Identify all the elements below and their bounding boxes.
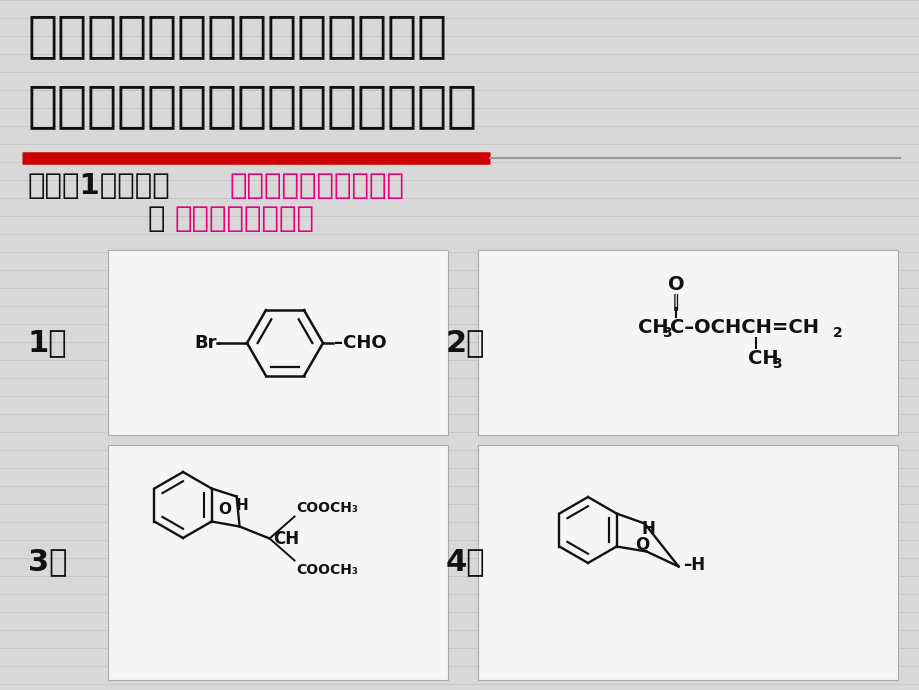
- Text: ∥: ∥: [671, 292, 679, 310]
- FancyBboxPatch shape: [478, 445, 897, 680]
- Text: O: O: [218, 502, 231, 517]
- Text: –CHO: –CHO: [334, 334, 386, 352]
- Text: 二、在《有机化学基础》学习中: 二、在《有机化学基础》学习中: [28, 12, 448, 60]
- Text: 3: 3: [771, 357, 781, 371]
- Text: CH: CH: [273, 529, 300, 547]
- Text: Br: Br: [194, 334, 217, 352]
- Text: 1、: 1、: [28, 328, 67, 357]
- Text: 分子式的书写能力: 分子式的书写能力: [175, 205, 314, 233]
- Text: CH: CH: [637, 318, 668, 337]
- Text: 2、: 2、: [446, 328, 485, 357]
- Text: –H: –H: [683, 555, 705, 573]
- Text: 培养学生相关能力的教学实践案例: 培养学生相关能力的教学实践案例: [28, 82, 478, 130]
- Text: C–OCHCH=CH: C–OCHCH=CH: [669, 318, 818, 337]
- Text: 【案例1】有机物: 【案例1】有机物: [28, 172, 171, 200]
- Text: CH: CH: [747, 349, 777, 368]
- FancyBboxPatch shape: [478, 250, 897, 435]
- FancyBboxPatch shape: [108, 445, 448, 680]
- Text: COOCH₃: COOCH₃: [296, 562, 358, 577]
- Text: H: H: [235, 497, 248, 513]
- Text: H: H: [641, 520, 655, 538]
- Text: 和: 和: [148, 205, 165, 233]
- Text: 3: 3: [662, 326, 671, 340]
- FancyBboxPatch shape: [108, 250, 448, 435]
- Text: 2: 2: [832, 326, 842, 340]
- Text: COOCH₃: COOCH₃: [296, 500, 358, 515]
- Text: 常见官能团的识别能力: 常见官能团的识别能力: [230, 172, 404, 200]
- Text: 4、: 4、: [446, 547, 485, 577]
- Text: 3、: 3、: [28, 547, 67, 577]
- Text: O: O: [635, 535, 649, 553]
- Text: O: O: [667, 275, 684, 294]
